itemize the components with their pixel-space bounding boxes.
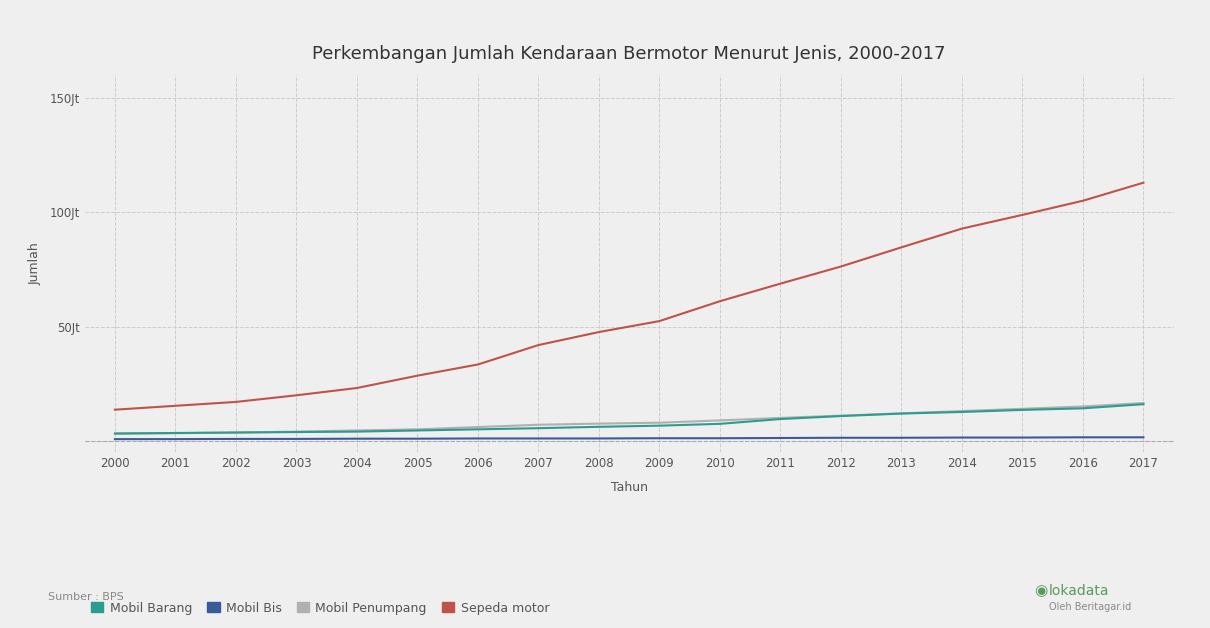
Text: Sumber : BPS: Sumber : BPS (48, 592, 125, 602)
X-axis label: Tahun: Tahun (611, 481, 647, 494)
Legend: Mobil Barang, Mobil Bis, Mobil Penumpang, Sepeda motor: Mobil Barang, Mobil Bis, Mobil Penumpang… (91, 602, 549, 615)
Text: Oleh Beritagar.id: Oleh Beritagar.id (1049, 602, 1131, 612)
Text: ◉: ◉ (1035, 583, 1048, 598)
Title: Perkembangan Jumlah Kendaraan Bermotor Menurut Jenis, 2000-2017: Perkembangan Jumlah Kendaraan Bermotor M… (312, 45, 946, 63)
Y-axis label: Jumlah: Jumlah (28, 242, 41, 285)
Text: lokadata: lokadata (1049, 584, 1110, 598)
